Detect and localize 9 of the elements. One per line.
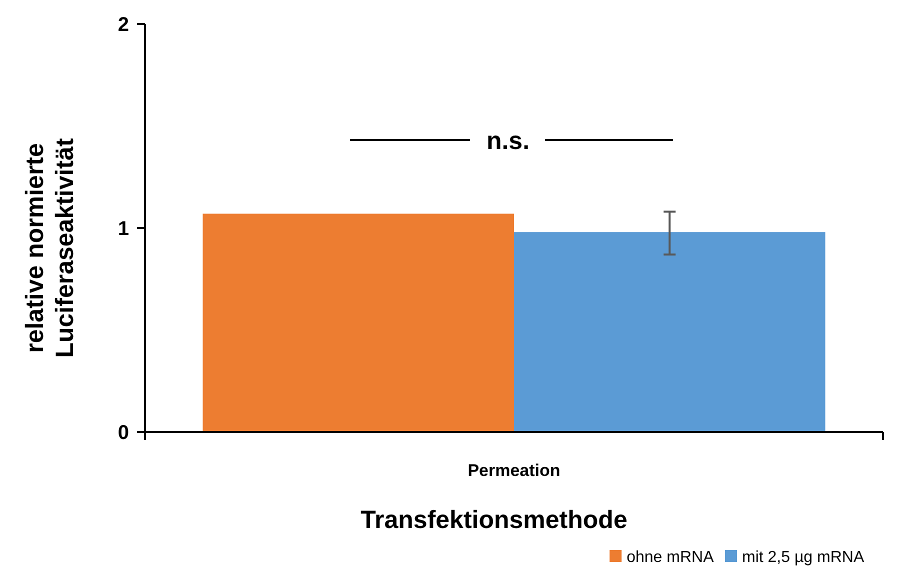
legend-label: mit 2,5 µg mRNA — [742, 549, 864, 566]
y-tick-label: 2 — [118, 14, 129, 36]
x-tick-label: Permeation — [468, 461, 560, 480]
y-tick-label: 1 — [118, 218, 129, 240]
annotation: n.s. — [486, 127, 530, 155]
legend-label: ohne mRNA — [626, 549, 714, 566]
x-axis-title: Transfektionsmethode — [360, 506, 628, 534]
y-axis-title: relative normierte Luciferaseaktivität — [21, 138, 79, 358]
y-tick-label: 0 — [118, 422, 129, 444]
